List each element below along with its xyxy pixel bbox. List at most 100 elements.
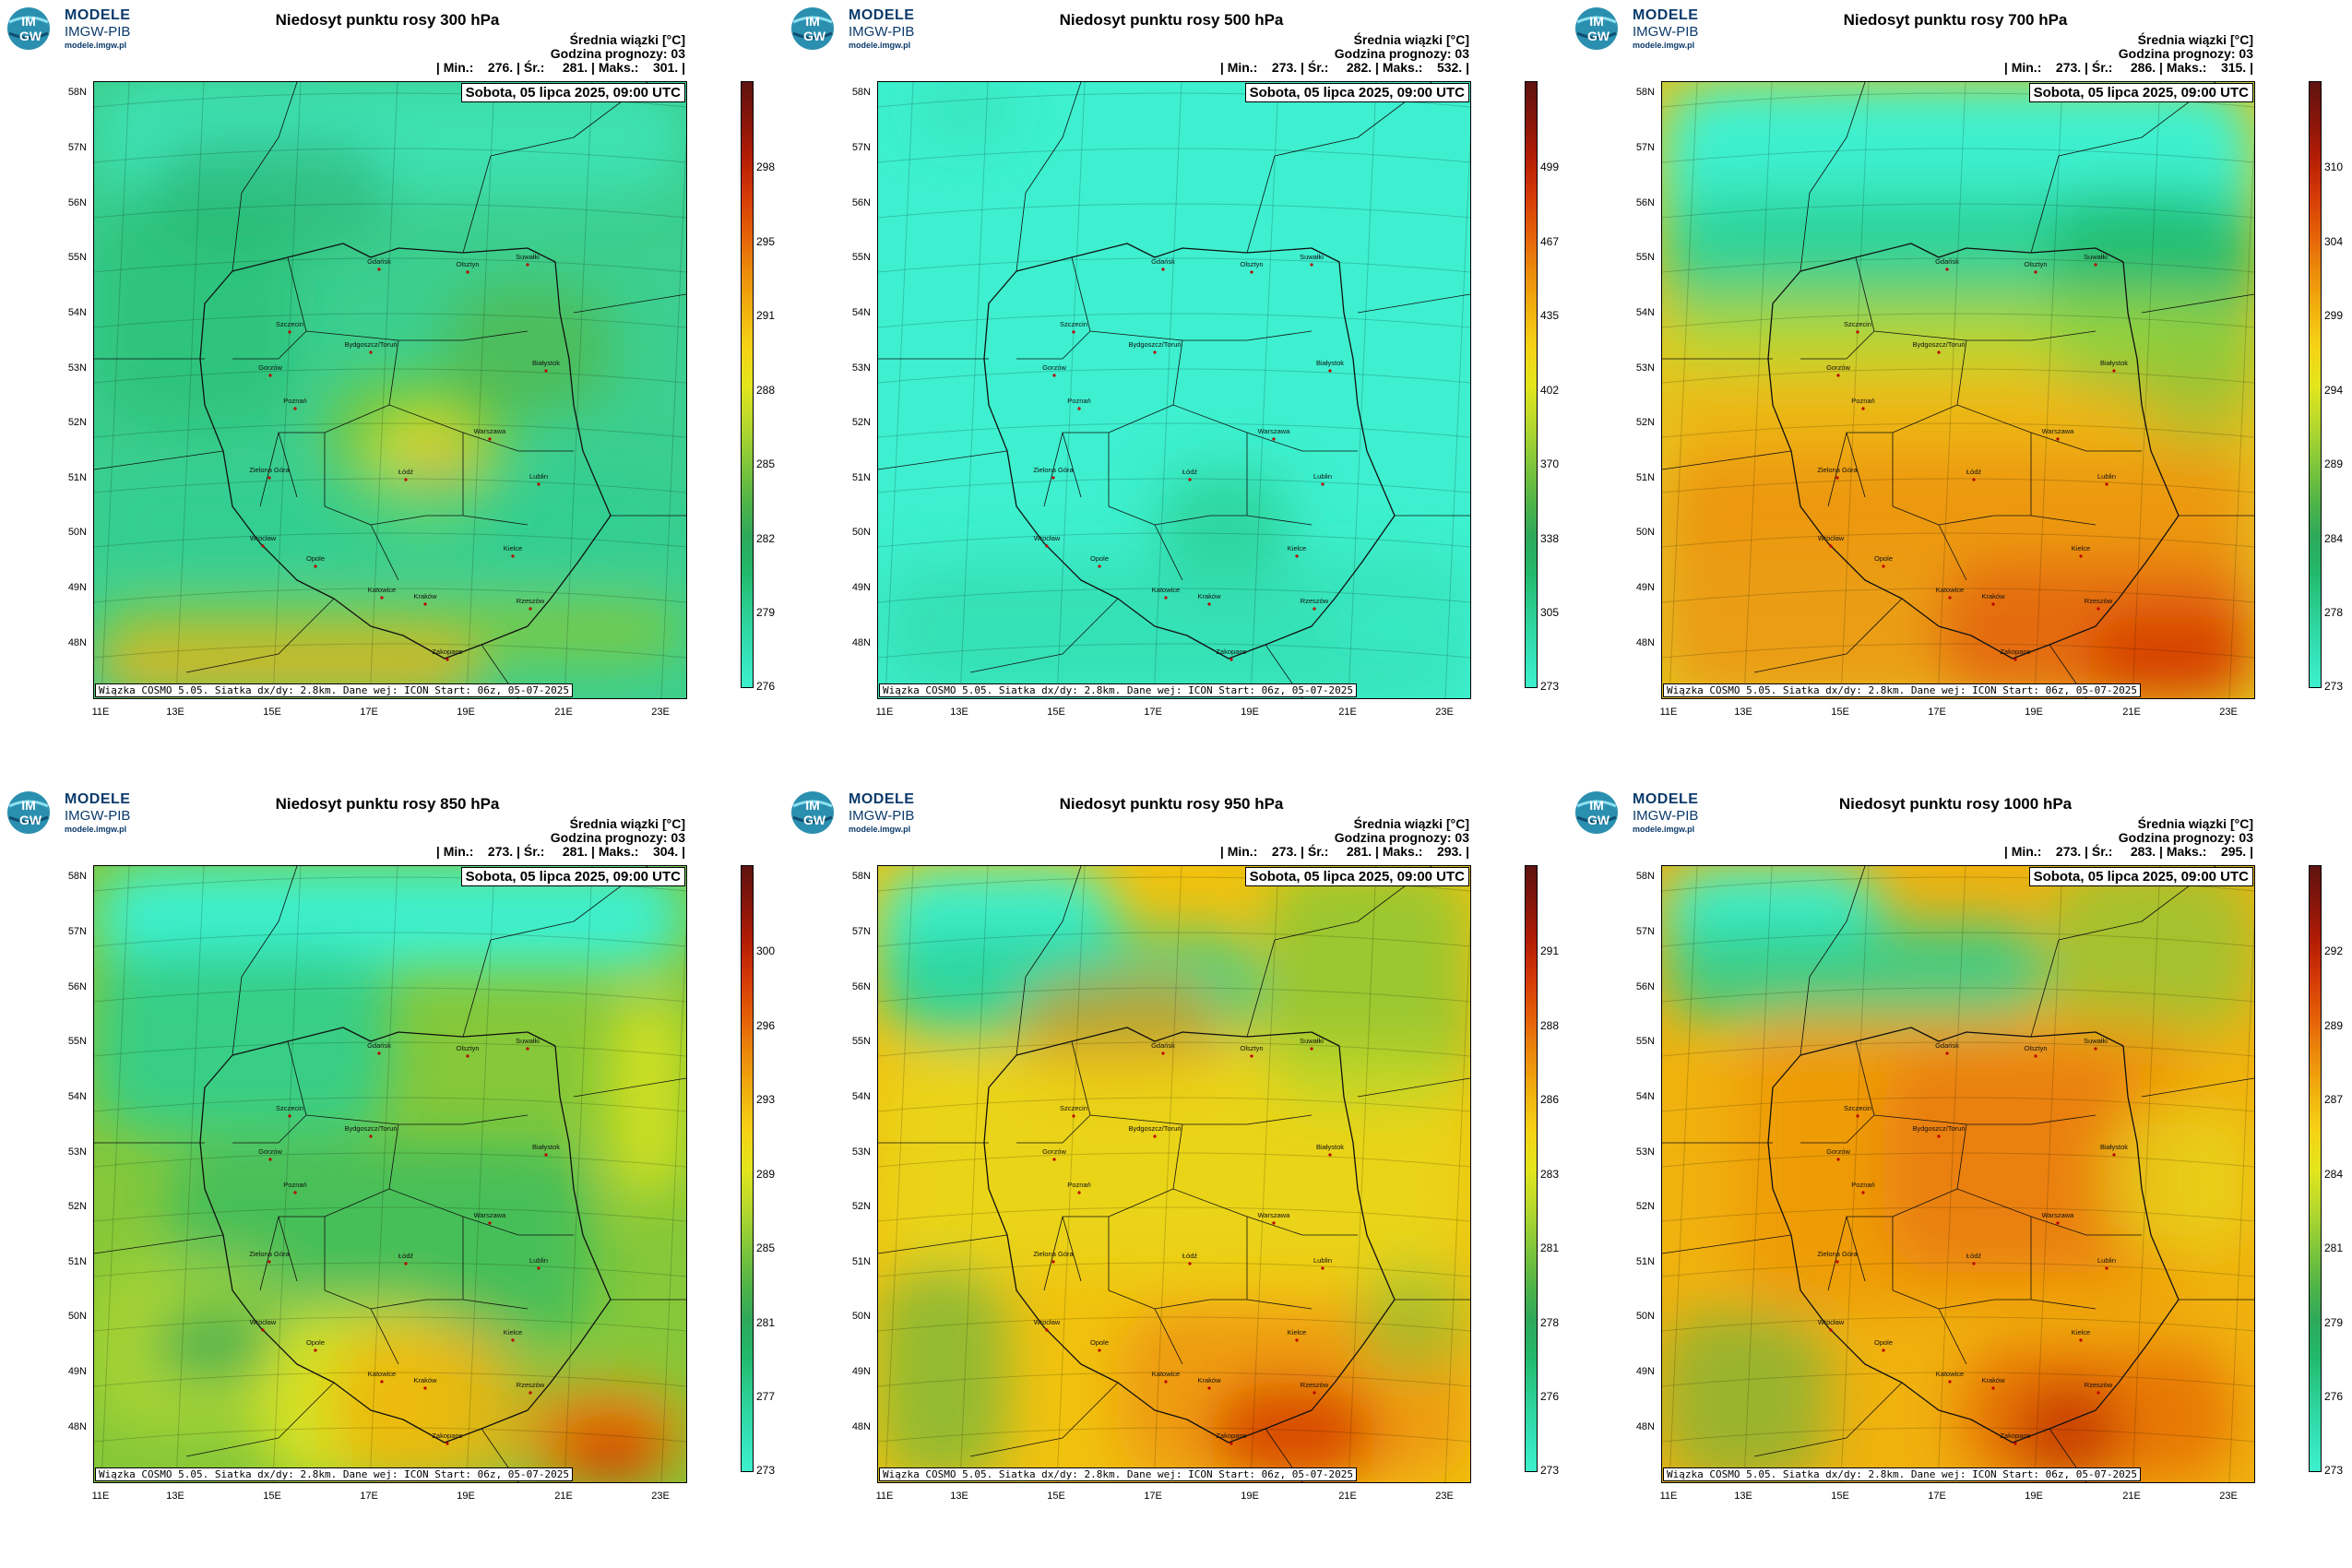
city-label: Katowice xyxy=(368,586,396,594)
cities: Gdańsk Olsztyn Suwałki Szczecin Bydgoszcz/To… xyxy=(1033,253,1344,661)
latitude-label: 56N xyxy=(67,197,87,208)
latitude-label: 50N xyxy=(67,1311,87,1322)
longitude-line xyxy=(959,82,989,698)
city-label: Poznań xyxy=(1851,397,1874,405)
model-footer: Wiązka COSMO 5.05. Siatka dx/dy: 2.8km. … xyxy=(1663,683,2141,697)
latitude-line xyxy=(878,313,1470,328)
longitude-line xyxy=(1937,82,1966,698)
voivodeship-lines xyxy=(232,1040,574,1365)
longitude-line xyxy=(369,866,398,1482)
forecast-hour: Godzina prognozy: 03 xyxy=(1334,46,1469,61)
colorbar-tick-label: 291 xyxy=(756,309,776,322)
city-label: Bydgoszcz/Toruń xyxy=(1128,340,1181,349)
field-patch xyxy=(611,995,686,1198)
city-marker xyxy=(1861,407,1865,410)
city-label: Olsztyn xyxy=(1240,1044,1263,1052)
min-mean-max: | Min.: 273. | Śr.: 281. | Maks.: 304. | xyxy=(435,844,685,859)
city-label: Białystok xyxy=(1316,1143,1344,1151)
city-label: Gdańsk xyxy=(1151,257,1175,266)
city-marker xyxy=(1829,1328,1833,1332)
map-area: Gdańsk Olsztyn Suwałki Szczecin Bydgoszcz/To… xyxy=(1661,865,2255,1483)
colorbar-tick-label: 277 xyxy=(756,1390,776,1403)
latitude-line xyxy=(1662,257,2254,273)
city-label: Szczecin xyxy=(1844,1104,1871,1112)
city-marker xyxy=(445,1442,449,1445)
field-patch xyxy=(555,1420,666,1482)
city-marker xyxy=(1272,1221,1276,1225)
svg-text:IM: IM xyxy=(805,798,820,813)
latitude-label: 50N xyxy=(1635,527,1655,538)
longitude-label: 11E xyxy=(875,1491,894,1502)
subtitle-ensemble-mean: Średnia wiązki [°C] xyxy=(569,816,685,831)
latitude-label: 55N xyxy=(851,1036,871,1047)
city-label: Suwałki xyxy=(516,253,540,261)
city-marker xyxy=(526,1047,529,1051)
latitude-label: 51N xyxy=(851,472,871,483)
longitude-line xyxy=(1348,866,1377,1482)
other-borders xyxy=(94,82,686,698)
city-marker xyxy=(268,1158,272,1161)
longitude-line xyxy=(1743,866,1773,1482)
valid-date: Sobota, 05 lipca 2025, 09:00 UTC xyxy=(460,867,685,886)
colorbar-tick-label: 273 xyxy=(2324,1464,2344,1477)
latitude-line xyxy=(94,1372,686,1387)
latitude-label: 48N xyxy=(1635,1421,1655,1432)
svg-text:GW: GW xyxy=(19,813,42,827)
latitude-line xyxy=(94,643,686,659)
city-marker xyxy=(529,607,532,611)
city-marker xyxy=(288,330,291,334)
colorbar-tick-label: 281 xyxy=(2324,1241,2344,1254)
longitude-label: 11E xyxy=(1659,707,1678,718)
longitude-label: 21E xyxy=(1338,707,1357,718)
longitude-line xyxy=(2132,866,2161,1482)
city-marker xyxy=(267,1260,271,1264)
city-marker xyxy=(1861,1191,1865,1194)
colorbar-tick-label: 296 xyxy=(756,1018,776,1032)
city-label: Białystok xyxy=(2100,1143,2128,1151)
longitude-label: 17E xyxy=(1144,707,1162,718)
field-patch xyxy=(878,562,1470,698)
longitude-label: 15E xyxy=(1831,1491,1849,1502)
colorbar-tick-label: 276 xyxy=(1540,1390,1560,1403)
latitude-line xyxy=(1662,588,2254,603)
svg-text:GW: GW xyxy=(803,29,826,43)
city-label: Wrocław xyxy=(1818,534,1845,542)
logo-line1: MODELE xyxy=(65,7,131,23)
longitude-label: 19E xyxy=(2025,707,2043,718)
city-marker xyxy=(466,270,469,274)
longitude-label: 15E xyxy=(263,1491,281,1502)
longitude-label: 17E xyxy=(1928,1491,1946,1502)
field-patch xyxy=(334,1327,518,1482)
longitude-label: 23E xyxy=(2219,707,2238,718)
city-marker xyxy=(488,1221,492,1225)
latitude-label: 49N xyxy=(67,1366,87,1377)
city-label: Zielona Góra xyxy=(1033,1250,1074,1258)
latitude-label: 51N xyxy=(851,1256,871,1267)
city-marker xyxy=(1052,374,1056,377)
voivodeship-lines xyxy=(1800,256,2142,581)
borders xyxy=(878,866,1470,1482)
city-label: Białystok xyxy=(532,1143,560,1151)
colorbar-tick-label: 467 xyxy=(1540,234,1560,248)
voivodeship-lines xyxy=(1016,256,1358,581)
subtitle-ensemble-mean: Średnia wiązki [°C] xyxy=(2137,816,2253,831)
longitude-label: 21E xyxy=(1338,1491,1357,1502)
imgw-logo: IM GW MODELE IMGW-PIB modele.imgw.pl xyxy=(6,6,162,52)
city-label: Kielce xyxy=(504,1328,522,1336)
panel-title: Niedosyt punktu rosy 500 hPa xyxy=(1059,11,1284,29)
longitude-label: 11E xyxy=(1659,1491,1678,1502)
graticule xyxy=(94,82,686,698)
city-marker xyxy=(423,602,427,606)
latitude-line xyxy=(94,368,686,384)
longitude-label: 17E xyxy=(1928,707,1946,718)
city-label: Wrocław xyxy=(1034,1318,1061,1326)
city-label: Gdańsk xyxy=(367,1041,391,1050)
longitude-label: 19E xyxy=(2025,1491,2043,1502)
colorbar xyxy=(1525,81,1538,688)
field-patch xyxy=(915,82,1016,137)
cities: Gdańsk Olsztyn Suwałki Szczecin Bydgoszcz/To… xyxy=(1817,1037,2128,1445)
poland-border xyxy=(199,1027,612,1443)
city-marker xyxy=(2056,1221,2060,1225)
colorbar xyxy=(741,81,754,688)
longitude-line xyxy=(1056,82,1086,698)
